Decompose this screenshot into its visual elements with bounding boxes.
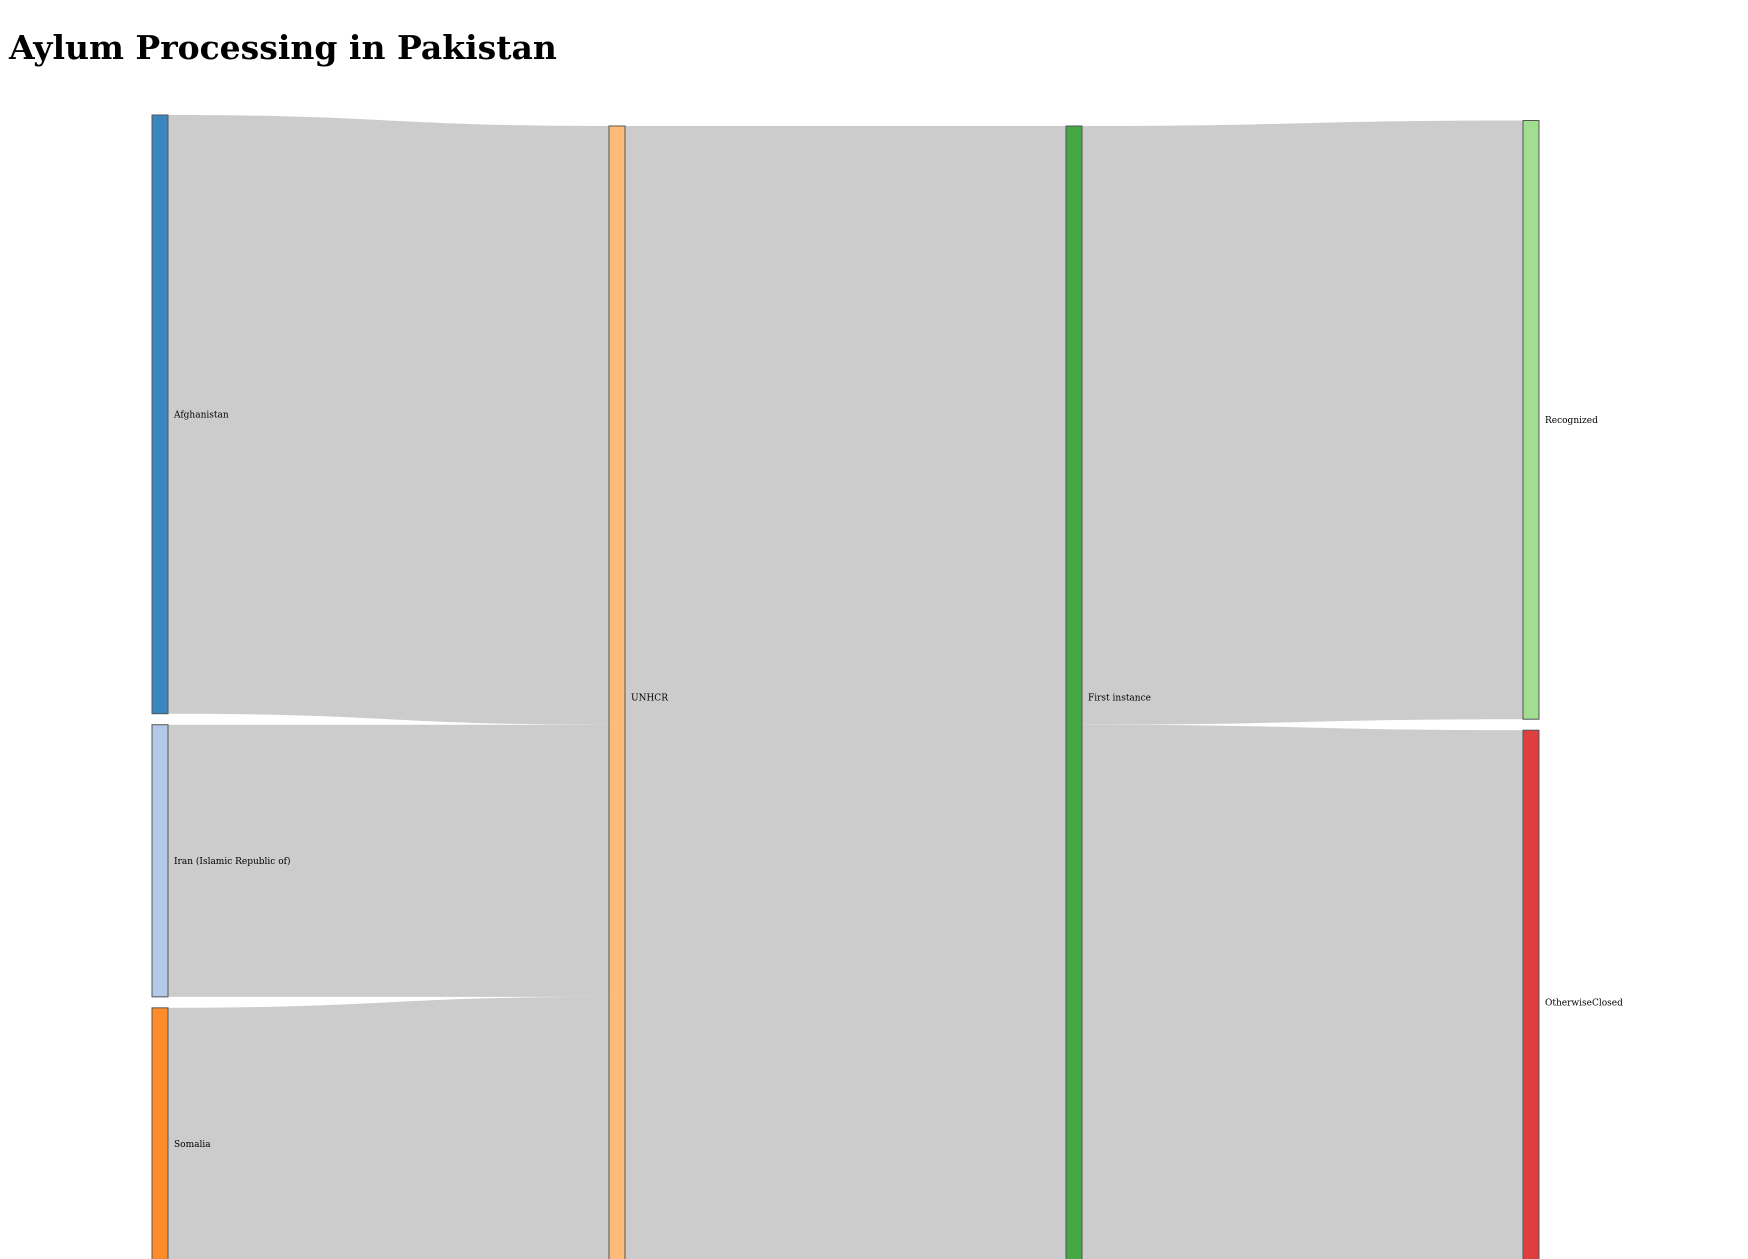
link-unhcr-to-first_instance [625,125,1066,1259]
link-somalia-to-unhcr [168,996,609,1259]
page-title: Aylum Processing in Pakistan [9,28,557,67]
node-first_instance [1065,125,1083,1259]
link-first_instance-to-otherwise_closed [1082,724,1523,1259]
node-label-unhcr: UNHCR [631,694,668,704]
node-label-recognized: Recognized [1545,416,1598,426]
node-label-first_instance: First instance [1088,694,1151,704]
link-first_instance-to-recognized [1082,120,1523,725]
node-otherwise_closed [1522,729,1540,1259]
node-recognized [1522,120,1540,720]
node-iran [151,724,169,998]
node-label-afghanistan: Afghanistan [173,410,229,420]
node-afghanistan [151,114,169,715]
sankey-links [168,115,1523,1259]
node-unhcr [608,125,626,1259]
sankey-labels: Afghanistan Iran (Islamic Republic of) Som… [173,410,1623,1150]
link-iran-to-unhcr [168,724,609,997]
sankey-nodes [151,114,1540,1259]
node-somalia [151,1007,169,1259]
link-afghanistan-to-unhcr [168,115,609,725]
node-label-iran: Iran (Islamic Republic of) [174,856,290,867]
node-label-somalia: Somalia [174,1140,211,1150]
node-label-otherwise_closed: OtherwiseClosed [1545,998,1623,1008]
